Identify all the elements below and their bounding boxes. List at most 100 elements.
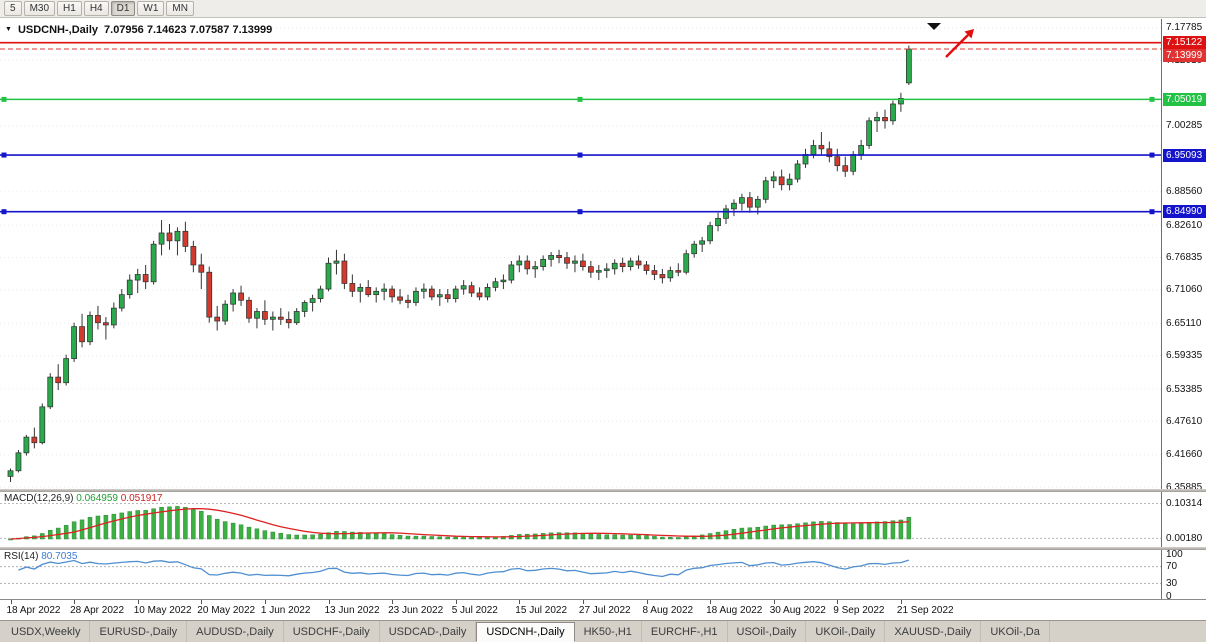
tab-usdx-weekly[interactable]: USDX,Weekly [2,621,91,642]
time-tick-label: 13 Jun 2022 [324,605,380,616]
ohlc-values: 7.07956 7.14623 7.07587 7.13999 [104,24,273,36]
price-tick-label: 6.41660 [1166,449,1203,461]
time-tick-label: 28 Apr 2022 [70,605,125,616]
time-tick [773,600,775,604]
tab-usdchf-daily[interactable]: USDCHF-,Daily [284,621,380,642]
price-tick-label: 6.71060 [1166,284,1203,296]
rsi-axis-label: 0 [1166,590,1172,602]
time-tick [264,600,266,604]
macd-canvas[interactable] [0,492,1161,547]
rsi-panel[interactable]: RSI(14) 80.7035 [0,550,1161,599]
line-handle[interactable] [1,96,7,102]
price-tick-label: 6.59335 [1166,350,1203,362]
line-handle[interactable] [1,209,7,215]
price-tick-label: 6.47610 [1166,415,1203,427]
arrow-up-right-icon[interactable] [945,34,969,58]
timeframe-w1[interactable]: W1 [137,1,165,16]
tab-usdcad-daily[interactable]: USDCAD-,Daily [380,621,477,642]
tab-ukoil-daily[interactable]: UKOil-,Daily [806,621,886,642]
time-tick-label: 30 Aug 2022 [769,605,826,616]
time-tick [582,600,584,604]
rsi-label: RSI(14) 80.7035 [4,551,78,562]
macd-signal-line [10,507,909,540]
time-tick-label: 21 Sep 2022 [896,605,954,616]
time-axis[interactable]: 18 Apr 2022 28 Apr 2022 10 May 2022 20 May … [0,599,1206,620]
macd-panel[interactable]: MACD(12,26,9) 0.064959 0.051917 [0,492,1161,547]
line-handle[interactable] [1149,152,1155,158]
time-tick [519,600,521,604]
collapse-icon[interactable]: ▼ [5,26,12,33]
candles-layer [7,45,912,482]
tab-usdcnh-daily[interactable]: USDCNH-,Daily [476,622,575,642]
price-tick-label: 6.88560 [1166,186,1203,198]
macd-label: MACD(12,26,9) 0.064959 0.051917 [4,493,163,504]
macd-axis-label: 0.10314 [1166,498,1203,509]
time-tick-label: 8 Aug 2022 [642,605,694,616]
timeframe-toolbar: 5 M30 H1 H4 D1 W1 MN [0,0,1206,18]
time-tick [201,600,203,604]
rsi-axis-label: 70 [1166,561,1178,573]
panel-divider[interactable] [0,547,1206,550]
timeframe-5[interactable]: 5 [4,1,22,16]
price-tick-label: 7.17785 [1166,22,1203,34]
time-tick-label: 20 May 2022 [197,605,256,616]
time-tick-label: 5 Jul 2022 [451,605,498,616]
price-tick-label: 6.53385 [1166,383,1203,395]
timeframe-m30[interactable]: M30 [23,1,56,16]
candles-canvas[interactable] [0,19,1161,489]
price-line-label: 6.95093 [1163,148,1206,162]
time-tick-label: 27 Jul 2022 [578,605,631,616]
price-tick-label: 6.82610 [1166,219,1203,231]
price-line-label: 7.15122 [1163,36,1206,50]
tab-audusd-daily[interactable]: AUDUSD-,Daily [187,621,284,642]
price-tick-label: 7.00285 [1166,120,1203,132]
tab-hk50-h1[interactable]: HK50-,H1 [575,621,642,642]
tab-usoil-daily[interactable]: USOil-,Daily [728,621,807,642]
chart-tabs-bar: USDX,Weekly EURUSD-,Daily AUDUSD-,Daily USD… [0,620,1206,642]
time-tick-label: 1 Jun 2022 [260,605,311,616]
macd-histogram [8,506,912,541]
timeframe-h4[interactable]: H4 [83,1,109,16]
grid-layer [0,27,1161,488]
line-handle[interactable] [577,209,583,215]
annotations-layer[interactable] [927,23,975,58]
line-handle[interactable] [577,96,583,102]
time-tick [137,600,139,604]
line-handle[interactable] [1149,209,1155,215]
timeframe-d1[interactable]: D1 [110,1,136,16]
line-handle[interactable] [1,152,7,158]
rsi-axis-label: 30 [1166,577,1178,589]
price-chart-panel[interactable]: ▼ USDCNH-,Daily 7.07956 7.14623 7.07587 … [0,19,1161,489]
time-tick-label: 15 Jul 2022 [515,605,568,616]
line-handle[interactable] [1149,96,1155,102]
price-line-label: 6.84990 [1163,205,1206,219]
time-tick [837,600,839,604]
timeframe-h1[interactable]: H1 [57,1,82,16]
panel-divider[interactable] [0,489,1206,492]
tab-ukoil-da[interactable]: UKOil-,Da [981,621,1050,642]
time-tick-label: 9 Sep 2022 [833,605,885,616]
chart-region: ▼ USDCNH-,Daily 7.07956 7.14623 7.07587 … [0,19,1206,620]
time-tick [646,600,648,604]
price-line-label: 7.05019 [1163,92,1206,106]
chart-title: ▼ USDCNH-,Daily 7.07956 7.14623 7.07587 … [5,24,272,36]
time-tick [74,600,76,604]
timeframe-mn[interactable]: MN [166,1,194,16]
macd-axis-label: 0.00180 [1166,532,1203,544]
time-tick [455,600,457,604]
tab-eurusd-daily[interactable]: EURUSD-,Daily [90,621,188,642]
time-tick [900,600,902,604]
time-tick-label: 23 Jun 2022 [388,605,444,616]
triangle-marker-icon[interactable] [927,23,941,30]
time-tick-label: 18 Apr 2022 [6,605,61,616]
tab-eurchf-h1[interactable]: EURCHF-,H1 [642,621,728,642]
time-tick [328,600,330,604]
rsi-canvas[interactable] [0,550,1161,599]
line-handle[interactable] [577,152,583,158]
tab-xauusd-daily[interactable]: XAUUSD-,Daily [885,621,982,642]
time-tick-label: 18 Aug 2022 [706,605,763,616]
price-axis[interactable]: 7.177857.120107.002856.885606.826106.768… [1161,19,1206,602]
time-tick [392,600,394,604]
arrow-head-icon[interactable] [964,29,975,39]
